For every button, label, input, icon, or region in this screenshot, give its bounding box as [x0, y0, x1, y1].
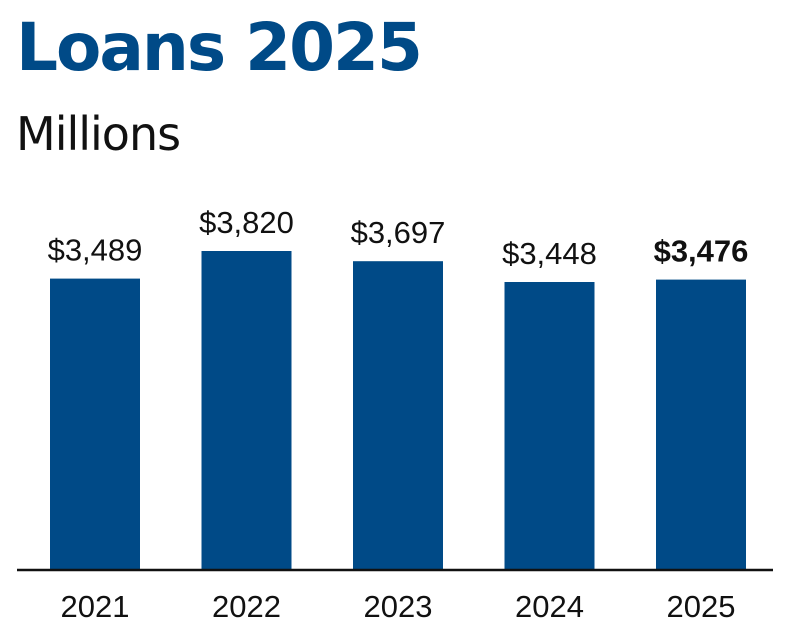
- bar-2022: [201, 251, 292, 569]
- x-tick-label-2025: 2025: [667, 589, 736, 624]
- value-label-2022: $3,820: [199, 205, 294, 240]
- value-label-2024: $3,448: [502, 236, 597, 271]
- value-labels-layer: $3,489 $3,820 $3,697 $3,448 $3,476: [48, 205, 749, 271]
- x-tick-label-2021: 2021: [61, 589, 130, 624]
- bar-2024: [504, 282, 595, 569]
- x-tick-label-2023: 2023: [364, 589, 433, 624]
- x-tick-label-2022: 2022: [212, 589, 281, 624]
- bar-2023: [353, 261, 443, 569]
- chart-title: Loans 2025: [16, 9, 423, 86]
- bars-layer: [50, 251, 746, 569]
- bar-2021: [50, 278, 140, 569]
- value-label-2023: $3,697: [351, 215, 446, 250]
- chart-subtitle: Millions: [16, 107, 181, 161]
- x-tick-label-2024: 2024: [515, 589, 584, 624]
- value-label-2025: $3,476: [654, 234, 749, 269]
- value-label-2021: $3,489: [48, 233, 143, 268]
- x-tick-labels-layer: 2021 2022 2023 2024 2025: [61, 589, 736, 624]
- bar-2025: [656, 279, 746, 569]
